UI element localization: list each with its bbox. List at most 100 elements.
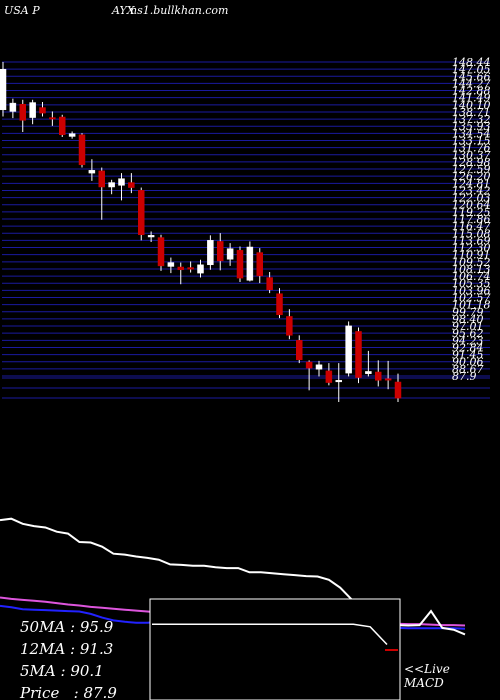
macd-panel [149, 598, 401, 700]
price-tick-label: 102.57 [452, 292, 491, 305]
candle-body [276, 293, 283, 316]
grid-lines [2, 61, 490, 399]
price-tick-label: 101.18 [452, 299, 491, 312]
candle [128, 173, 135, 194]
candle-body [128, 182, 135, 188]
price-tick-label: 117.86 [452, 213, 491, 226]
candle-body [9, 102, 17, 112]
candle-body [266, 277, 273, 291]
candle [276, 288, 283, 319]
candle [236, 246, 244, 282]
symbol-label: AYX [112, 4, 135, 17]
candle [138, 187, 145, 241]
price-tick-label: 92.84 [452, 341, 484, 354]
candle [147, 231, 155, 242]
candle-body [147, 235, 155, 238]
price-tick-label: 90.06 [452, 356, 484, 369]
price-tick-label: 131.76 [452, 142, 491, 155]
candle [305, 360, 313, 391]
candle [384, 360, 392, 390]
candle [315, 360, 323, 377]
price-tick-label: 133.15 [452, 135, 491, 148]
candlestick-series [0, 62, 402, 402]
price-tick-label: 124.81 [452, 177, 491, 190]
candle-body [207, 240, 214, 266]
price-tick-label: 87.9 [452, 370, 477, 383]
price-tick-label: 147.05 [452, 63, 491, 76]
price-tick-label: 112.30 [452, 242, 491, 255]
price-tick-label: 141.49 [452, 92, 491, 105]
candle-body [157, 237, 165, 267]
macd-label: MACD [404, 676, 444, 690]
price-tick-label: 135.93 [452, 120, 491, 133]
candle-body [19, 103, 26, 121]
price-tick-label: 144.27 [452, 77, 491, 90]
candle-body [305, 361, 313, 369]
candle [157, 234, 165, 271]
price-tick-label: 91.45 [452, 349, 484, 362]
candle-body [108, 182, 115, 188]
price-tick-label: 148.44 [452, 56, 491, 69]
candle-body [236, 250, 244, 279]
candle-body [384, 378, 392, 381]
candle-body [29, 102, 36, 118]
price-tick-label: 126.20 [452, 170, 491, 183]
candle-body [118, 178, 125, 186]
candle [197, 259, 204, 278]
price-tick-label: 116.47 [452, 220, 491, 233]
price-tick-label: 95.62 [452, 327, 484, 340]
price-tick-label: 120.64 [452, 199, 491, 212]
ticker-label: USA P [4, 4, 40, 17]
candle-body [286, 316, 293, 336]
candle-body [177, 266, 184, 271]
candle-body [394, 381, 402, 399]
candle [256, 248, 263, 284]
candle [9, 98, 17, 119]
candle-body [187, 267, 194, 270]
candle [187, 261, 194, 273]
candle [345, 321, 352, 377]
candle [49, 111, 56, 126]
candle [0, 62, 7, 117]
candle [19, 99, 26, 132]
candle [88, 159, 96, 181]
price-tick-label: 142.88 [452, 85, 491, 98]
price-tick-label: 109.52 [452, 256, 491, 269]
candle [246, 241, 254, 282]
candle [355, 327, 362, 384]
price-value: Price : 87.9 [20, 684, 117, 700]
candle [335, 363, 342, 402]
candle-body [256, 252, 263, 277]
candle [29, 99, 36, 125]
price-tick-label: 88.67 [452, 363, 484, 376]
price-tick-label: 99.79 [452, 306, 484, 319]
candle [296, 335, 303, 364]
price-tick-label: 94.23 [452, 334, 484, 347]
candle-body [345, 325, 352, 374]
candle-body [39, 107, 46, 114]
ma5-value: 5MA : 90.1 [20, 662, 104, 680]
candle-body [167, 262, 175, 267]
site-label: ns1.bullkhan.com [130, 4, 229, 17]
candle [266, 272, 273, 294]
candle [39, 102, 46, 117]
price-tick-label: 108.13 [452, 263, 491, 276]
ma12-value: 12MA : 91.3 [20, 640, 114, 658]
price-tick-label: 134.54 [452, 127, 491, 140]
candle-body [98, 170, 105, 188]
price-tick-label: 138.71 [452, 106, 491, 119]
candle-body [197, 264, 204, 274]
price-tick-label: 128.98 [452, 156, 491, 169]
candle [207, 235, 214, 270]
candle [59, 114, 66, 137]
candle [286, 309, 293, 340]
price-tick-label: 145.66 [452, 70, 491, 83]
candle [394, 373, 402, 402]
candle [177, 262, 184, 285]
price-tick-label: 137.32 [452, 113, 491, 126]
candle [78, 133, 86, 168]
price-tick-label: 110.91 [452, 249, 491, 262]
candle [68, 131, 76, 139]
